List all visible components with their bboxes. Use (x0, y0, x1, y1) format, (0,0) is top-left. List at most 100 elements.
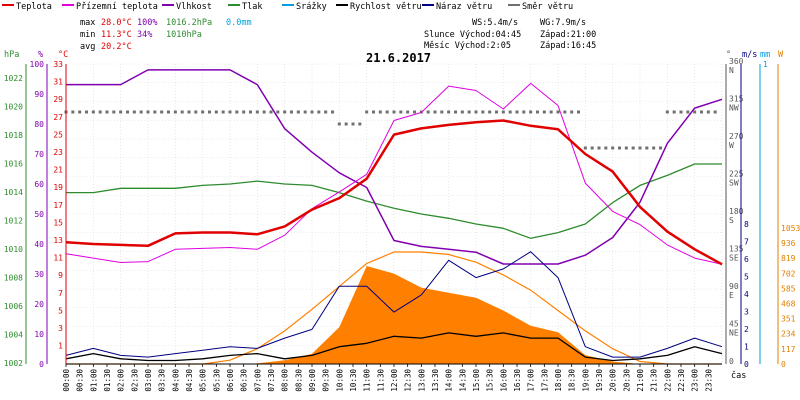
wind-direction-point (242, 110, 246, 114)
axis-title-ms: m/s (742, 50, 757, 60)
x-tick-label: 21:00 (636, 369, 645, 392)
wind-direction-point (344, 122, 348, 126)
legend-label: Směr větru (522, 2, 573, 12)
x-tick-label: 09:00 (308, 369, 317, 392)
axis-tick-label: 80 (34, 120, 44, 129)
axis-radiation: 1053 936 819 702 585 468 351 234 117 0 (777, 64, 800, 369)
wind-direction-point (228, 110, 232, 114)
x-tick-label: 02:00 (117, 369, 126, 392)
wind-direction-point (686, 110, 690, 114)
x-tick-label: 23:00 (691, 369, 700, 392)
stats-max-temp: 28.0°C (101, 18, 132, 28)
x-tick-label: 02:30 (130, 369, 139, 392)
axis-tick-label: 4 (744, 290, 749, 299)
x-tick-label: 11:30 (376, 369, 385, 392)
wind-direction-point (454, 110, 457, 114)
x-tick-label: 06:00 (226, 369, 235, 392)
axis-tick-label: 29 (53, 95, 63, 104)
axis-tick-label: 0 (729, 357, 734, 366)
wind-direction-point (556, 110, 560, 114)
axis-tick-label: 1006 (4, 302, 23, 311)
axis-tick-label: 3 (744, 308, 749, 317)
axis-tick-label: 10 (34, 330, 44, 339)
wind-direction-point (201, 110, 205, 114)
axis-titles: hPa % °C ° m/s mm W čas (4, 50, 784, 381)
wind-direction-point (208, 110, 211, 114)
wind-direction-point (645, 146, 649, 150)
axis-tick-label: 23 (53, 148, 63, 157)
axis-tick-label: 25 (53, 130, 63, 139)
x-tick-label: 23:30 (704, 369, 713, 392)
axis-tick-label: 351 (781, 315, 796, 324)
stats-max-hum: 100% (137, 18, 157, 28)
axis-tick-label: 50 (34, 210, 44, 219)
axis-tick-label: 819 (781, 254, 796, 263)
wind-direction-point (255, 110, 259, 114)
legend-item: Tlak (228, 2, 262, 12)
info-block: WS:5.4m/s WG:7.9m/s Slunce Východ:04:45 … (424, 18, 596, 51)
wind-direction-point (317, 110, 321, 114)
axis-tick-label: 8 (744, 220, 749, 229)
axis-tick-label: 15 (53, 218, 63, 227)
wind-direction-point (303, 110, 307, 114)
x-tick-label: 16:00 (499, 369, 508, 392)
wind-direction-point (529, 110, 533, 114)
stats-min-press: 1010hPa (166, 30, 202, 40)
wind-direction-point (358, 122, 362, 126)
wind-direction-point (119, 110, 123, 114)
x-tick-label: 14:00 (445, 369, 454, 392)
axis-tick-label: 45 (729, 320, 739, 329)
axis-tick-label: 468 (781, 300, 796, 309)
wind-direction-point (283, 110, 287, 114)
axis-tick-label: 31 (53, 78, 63, 87)
x-tick-label: 22:30 (677, 369, 686, 392)
wind-direction-point (194, 110, 198, 114)
wind-direction-point (413, 110, 416, 114)
stats-max-rain: 0.0mm (226, 18, 252, 28)
wind-direction-point (474, 110, 478, 114)
wind-direction-point (611, 146, 615, 150)
wind-direction-point (590, 146, 594, 150)
series-humidity (66, 69, 723, 265)
axis-tick-label: 21 (53, 166, 63, 175)
axis-tick-label: 270 (729, 132, 744, 141)
axis-tick-label: 40 (34, 240, 44, 249)
wind-direction-point (331, 110, 334, 114)
x-tick-label: 10:00 (335, 369, 344, 392)
stats-min-hum: 34% (137, 30, 152, 40)
series-ground-temperature (65, 82, 723, 265)
x-tick-label: 17:00 (527, 369, 536, 392)
wind-direction-point (542, 110, 546, 114)
axis-tick-label: E (729, 291, 734, 300)
wind-direction-point (337, 122, 341, 126)
wind-direction-point (406, 110, 410, 114)
wind-direction-point (167, 110, 170, 114)
stats-block: max 28.0°C 100% 1016.2hPa 0.0mm min 11.3… (80, 18, 252, 52)
wind-direction-point (549, 110, 553, 114)
x-tick-label: 21:30 (650, 369, 659, 392)
axis-tick-label: 225 (729, 170, 744, 179)
legend-item: Náraz větru (422, 2, 492, 12)
x-tick-label: 01:30 (103, 369, 112, 392)
axis-tick-label: 5 (744, 273, 749, 282)
axis-tick-label: 33 (53, 60, 63, 69)
legend-label: Teplota (16, 2, 52, 12)
x-tick-label: 20:00 (609, 369, 618, 392)
axis-tick-label: 1 (58, 342, 63, 351)
wind-direction-point (508, 110, 512, 114)
x-tick-label: 08:00 (281, 369, 290, 392)
axis-tick-label: 13 (53, 236, 63, 245)
axis-tick-label: 702 (781, 269, 796, 278)
wind-direction-point (214, 110, 218, 114)
wind-direction-point (488, 110, 492, 114)
x-tick-label: 22:00 (663, 369, 672, 392)
chart-title: 21.6.2017 (366, 51, 431, 65)
axis-tick-label: 0 (781, 360, 786, 369)
axis-tick-label: W (729, 141, 734, 150)
axis-tick-label: 30 (34, 270, 44, 279)
wind-direction-point (618, 146, 621, 150)
wind-direction-point (447, 110, 451, 114)
